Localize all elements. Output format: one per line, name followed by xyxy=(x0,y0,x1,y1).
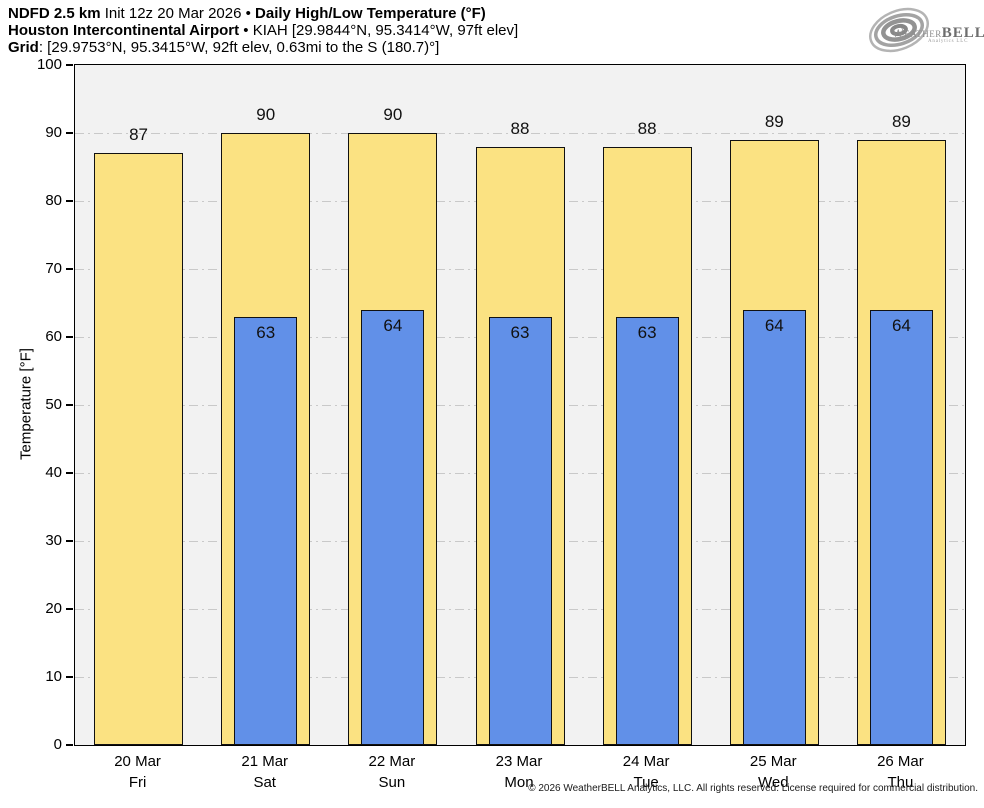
y-tick-label: 100 xyxy=(36,55,62,73)
y-tick-label: 70 xyxy=(45,259,62,277)
low-bar xyxy=(234,316,298,745)
high-value-label: 90 xyxy=(256,105,276,124)
low-bar xyxy=(488,316,552,745)
chart-header: NDFD 2.5 km Init 12z 20 Mar 2026 • Daily… xyxy=(8,5,518,56)
y-tick-label: 60 xyxy=(45,327,62,345)
y-tick-label: 0 xyxy=(53,735,62,753)
model-name: NDFD 2.5 km xyxy=(8,5,101,22)
low-bar xyxy=(615,316,679,745)
x-tick-day: Fri xyxy=(128,774,147,791)
low-value-label: 63 xyxy=(510,322,530,342)
copyright-notice: © 2026 WeatherBELL Analytics, LLC. All r… xyxy=(528,783,978,794)
high-value-label: 90 xyxy=(383,105,403,124)
y-tick-mark xyxy=(66,268,73,270)
x-tick-date: 21 Mar xyxy=(241,753,289,770)
y-tick-mark xyxy=(66,132,73,134)
y-tick-mark xyxy=(66,472,73,474)
header-line-3: Grid: [29.9753°N, 95.3415°W, 92ft elev, … xyxy=(8,39,518,56)
grid-coords: : [29.9753°N, 95.3415°W, 92ft elev, 0.63… xyxy=(38,39,440,56)
x-tick-date: 20 Mar xyxy=(114,753,161,770)
low-bar xyxy=(869,309,933,745)
y-tick-label: 90 xyxy=(45,123,62,141)
x-tick-label: 23 Mar Mon xyxy=(455,751,582,793)
low-value-label: 63 xyxy=(637,322,657,342)
station-coords: • KIAH [29.9844°N, 95.3414°W, 97ft elev] xyxy=(239,22,519,39)
plot-area: 87 90 63 90 64 88 63 88 63 89 64 89 64 xyxy=(74,64,966,746)
x-tick-day: Thu xyxy=(887,774,914,791)
x-tick-date: 25 Mar xyxy=(749,753,797,770)
x-tick-label: 25 Mar Wed xyxy=(710,751,837,793)
x-tick-day: Sat xyxy=(253,774,276,791)
x-tick-label: 20 Mar Fri xyxy=(74,751,201,793)
x-tick-day: Sun xyxy=(378,774,406,791)
station-name: Houston Intercontinental Airport xyxy=(8,22,240,39)
low-bar xyxy=(361,309,425,745)
x-tick-date: 24 Mar xyxy=(622,753,670,770)
high-value-label: 88 xyxy=(637,118,657,138)
grid-label: Grid xyxy=(8,39,39,56)
low-value-label: 64 xyxy=(891,315,911,335)
x-tick-label: 26 Mar Thu xyxy=(837,751,964,793)
chart-title: Daily High/Low Temperature (°F) xyxy=(255,5,486,22)
y-tick-mark xyxy=(66,404,73,406)
y-tick-mark xyxy=(66,336,73,338)
high-value-label: 87 xyxy=(129,125,149,145)
low-value-label: 63 xyxy=(256,322,276,342)
y-tick-label: 80 xyxy=(45,191,62,209)
y-tick-mark xyxy=(66,608,73,610)
gridline xyxy=(75,132,965,134)
y-tick-mark xyxy=(66,676,73,678)
x-tick-date: 26 Mar xyxy=(877,753,924,770)
high-value-label: 89 xyxy=(891,111,911,131)
y-tick-label: 30 xyxy=(45,531,62,549)
header-line-1: NDFD 2.5 km Init 12z 20 Mar 2026 • Daily… xyxy=(8,5,518,22)
x-tick-label: 21 Mar Sat xyxy=(201,751,328,793)
low-value-label: 64 xyxy=(383,315,403,335)
logo-wordmark: WeatherBELL xyxy=(892,24,984,42)
high-value-label: 89 xyxy=(764,111,784,131)
y-tick-mark xyxy=(66,744,73,746)
x-tick-label: 22 Mar Sun xyxy=(328,751,455,793)
x-tick-label: 24 Mar Tue xyxy=(583,751,710,793)
y-tick-label: 50 xyxy=(45,395,62,413)
x-tick-day: Wed xyxy=(757,774,789,791)
y-tick-label: 40 xyxy=(45,463,62,481)
init-info: Init 12z 20 Mar 2026 • xyxy=(100,5,256,22)
weatherbell-logo: WeatherBELL Analytics LLC xyxy=(866,2,984,58)
header-line-2: Houston Intercontinental Airport • KIAH … xyxy=(8,22,518,39)
x-tick-date: 23 Mar xyxy=(495,753,543,770)
y-tick-mark xyxy=(66,64,73,66)
y-tick-label: 10 xyxy=(45,667,62,685)
x-tick-day: Mon xyxy=(504,774,534,791)
high-value-label: 88 xyxy=(510,118,530,138)
logo-weather-text: Weather xyxy=(892,26,942,40)
logo-subtext: Analytics LLC xyxy=(928,39,969,44)
hurricane-swirl-icon xyxy=(869,7,929,53)
y-tick-mark xyxy=(66,540,73,542)
y-tick-mark xyxy=(66,200,73,202)
low-value-label: 64 xyxy=(764,315,784,335)
low-bar xyxy=(742,309,806,745)
x-tick-day: Tue xyxy=(633,774,659,791)
y-tick-label: 20 xyxy=(45,599,62,617)
high-bar xyxy=(94,153,184,745)
logo-bell-text: BELL xyxy=(941,25,984,41)
x-tick-date: 22 Mar xyxy=(368,753,416,770)
